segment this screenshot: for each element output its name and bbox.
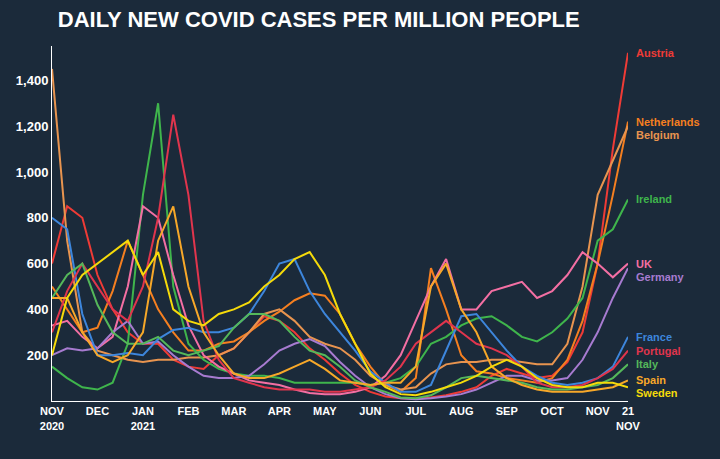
svg-text:APR: APR — [268, 405, 291, 417]
svg-text:NOV2020: NOV2020 — [40, 405, 65, 431]
svg-text:400: 400 — [27, 302, 49, 317]
svg-text:Portugal: Portugal — [636, 345, 681, 357]
svg-text:UK: UK — [636, 258, 652, 270]
svg-text:Sweden: Sweden — [636, 387, 678, 399]
svg-text:JUL: JUL — [405, 405, 426, 417]
svg-text:Netherlands: Netherlands — [636, 116, 700, 128]
svg-text:Austria: Austria — [636, 47, 675, 59]
svg-text:200: 200 — [27, 348, 49, 363]
svg-text:DEC: DEC — [86, 405, 109, 417]
svg-text:France: France — [636, 331, 672, 343]
svg-text:OCT: OCT — [541, 405, 565, 417]
svg-text:FEB: FEB — [177, 405, 199, 417]
svg-text:MAR: MAR — [221, 405, 246, 417]
svg-text:Italy: Italy — [636, 358, 659, 370]
svg-text:1,200: 1,200 — [16, 119, 49, 134]
svg-text:JUN: JUN — [359, 405, 381, 417]
svg-text:JAN2021: JAN2021 — [131, 405, 155, 431]
svg-text:Belgium: Belgium — [636, 129, 680, 141]
svg-text:NOV: NOV — [586, 405, 611, 417]
svg-text:1,000: 1,000 — [16, 165, 49, 180]
svg-text:Germany: Germany — [636, 271, 685, 283]
svg-text:600: 600 — [27, 256, 49, 271]
svg-text:Spain: Spain — [636, 374, 666, 386]
svg-text:AUG: AUG — [449, 405, 473, 417]
svg-text:DAILY NEW COVID CASES PER MILL: DAILY NEW COVID CASES PER MILLION PEOPLE — [58, 7, 580, 32]
svg-text:MAY: MAY — [313, 405, 337, 417]
svg-text:800: 800 — [27, 210, 49, 225]
svg-text:Ireland: Ireland — [636, 193, 672, 205]
svg-text:1,400: 1,400 — [16, 73, 49, 88]
svg-text:21NOV: 21NOV — [616, 405, 641, 431]
svg-text:SEP: SEP — [496, 405, 518, 417]
